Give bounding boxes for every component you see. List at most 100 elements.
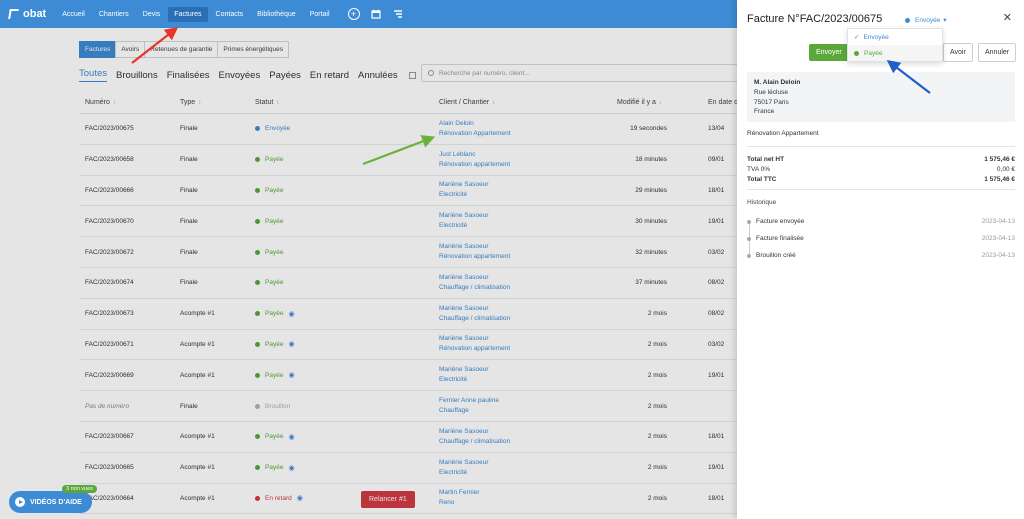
table-row[interactable]: FAC/2023/00672 Finale Payée Mariène Sasoeur… bbox=[79, 237, 739, 268]
search-input[interactable]: Recherche par numéro, client... bbox=[421, 64, 741, 82]
invoice-date: 19/01 bbox=[708, 217, 725, 225]
annuler-button[interactable]: Annuler bbox=[978, 43, 1017, 62]
status-dot bbox=[255, 280, 260, 286]
invoice-date: 19/01 bbox=[708, 371, 725, 379]
invoice-drawer: Facture N°FAC/2023/00675 Envoyée ▾ ✕ Env… bbox=[737, 0, 1024, 519]
client-link[interactable]: Mariène Sasoeur Chauffage / climatisation bbox=[439, 273, 511, 291]
nav-factures[interactable]: Factures bbox=[168, 6, 208, 22]
chevron-down-icon: ▾ bbox=[943, 17, 947, 24]
client-link[interactable]: Mariène Sasoeur Electricité bbox=[439, 458, 489, 476]
col-modifie[interactable]: Modifié il y a ↓ bbox=[617, 99, 662, 106]
client-link[interactable]: Mariène Sasoeur Rénovation appartement bbox=[439, 335, 511, 353]
status-filters: Toutes Brouillons Finalisées Envoyées Pa… bbox=[79, 68, 416, 82]
table-row[interactable]: Pas de numéro Finale Brouillon Fernier Anne… bbox=[79, 391, 739, 422]
filter-toutes[interactable]: Toutes bbox=[79, 68, 107, 82]
client-link[interactable]: Mariène Sasoeur Rénovation appartement bbox=[439, 243, 511, 261]
table-row[interactable]: FAC/2023/00665 Acompte #1 Payée ◉ Mariène Sa… bbox=[79, 453, 739, 484]
close-icon[interactable]: ✕ bbox=[1002, 12, 1012, 24]
table-row[interactable]: FAC/2023/00667 Acompte #1 Payée ◉ Mariène Sa… bbox=[79, 422, 739, 453]
client-link[interactable]: Mariène Sasoeur Chauffage / climatisation bbox=[439, 304, 511, 322]
subtab-factures[interactable]: Factures bbox=[79, 41, 117, 58]
filter-payees[interactable]: Payées bbox=[269, 69, 301, 81]
invoice-number: FAC/2023/00666 bbox=[85, 186, 134, 194]
status-dot bbox=[255, 311, 260, 317]
table-row[interactable]: FAC/2023/00658 Finale Payée Just Leblanc Rén… bbox=[79, 145, 739, 176]
avoir-button[interactable]: Avoir bbox=[943, 43, 973, 62]
nav-portail[interactable]: Portail bbox=[309, 10, 330, 18]
client-link[interactable]: Just Leblanc Rénovation appartement bbox=[439, 150, 511, 168]
eye-icon[interactable]: ◉ bbox=[288, 372, 295, 380]
obat-logo[interactable]: obat bbox=[8, 8, 46, 20]
eye-icon[interactable]: ◉ bbox=[288, 464, 295, 472]
invoice-number: FAC/2023/00673 bbox=[85, 310, 134, 318]
nav-devis[interactable]: Devis bbox=[142, 10, 161, 18]
client-link[interactable]: Alain Deloin Rénovation Appartement bbox=[439, 119, 511, 137]
filter-envoyees[interactable]: Envoyées bbox=[218, 69, 261, 81]
table-row[interactable]: FAC/2023/00664 Acompte #1 En retard ◉ Relanc… bbox=[79, 484, 739, 515]
table-row[interactable]: FAC/2023/00675 Finale Envoyée Alain Deloin R… bbox=[79, 114, 739, 145]
help-videos-button[interactable]: VIDÉOS D'AIDE bbox=[9, 491, 92, 513]
col-statut[interactable]: Statut ↕ bbox=[255, 99, 280, 106]
client-link[interactable]: Mariène Sasoeur Chauffage / climatisation bbox=[439, 427, 511, 445]
tasks-icon[interactable] bbox=[392, 8, 404, 20]
check-icon: ✓ bbox=[854, 34, 860, 41]
table-row[interactable]: FAC/2023/00666 Finale Payée Mariène Sasoeur… bbox=[79, 176, 739, 207]
logo-icon bbox=[8, 9, 19, 19]
client-address: M. Alain Deloin Rue lécluse 75017 Paris … bbox=[747, 72, 1015, 122]
filter-en-retard[interactable]: En retard bbox=[309, 69, 349, 81]
table-row[interactable]: FAC/2023/00673 Acompte #1 Payée ◉ Mariène Sa… bbox=[79, 299, 739, 330]
invoice-date: 13/04 bbox=[708, 125, 725, 133]
divider bbox=[747, 146, 1015, 147]
filter-finalisees[interactable]: Finalisées bbox=[166, 69, 210, 81]
status-dot bbox=[255, 126, 260, 132]
invoice-date: 08/02 bbox=[708, 310, 725, 318]
send-button[interactable]: Envoyer bbox=[809, 44, 849, 61]
filter-annulees[interactable]: Annulées bbox=[358, 69, 398, 81]
subtab-retenues[interactable]: Retenues de garantie bbox=[144, 41, 219, 58]
relancer-button[interactable]: Relancer #1 bbox=[361, 490, 415, 508]
client-link[interactable]: Fernier Anne pauline Chauffage bbox=[439, 397, 499, 415]
calendar-icon[interactable] bbox=[370, 8, 382, 20]
client-link[interactable]: Mariène Sasoeur Electricité bbox=[439, 181, 489, 199]
invoice-number: FAC/2023/00670 bbox=[85, 217, 134, 225]
modified-ago: 18 minutes bbox=[635, 156, 667, 164]
invoice-number: FAC/2023/00665 bbox=[85, 464, 134, 472]
table-row[interactable]: FAC/2023/00669 Acompte #1 Payée ◉ Mariène Sa… bbox=[79, 360, 739, 392]
subtab-primes[interactable]: Primes énergétiques bbox=[217, 41, 290, 58]
col-numero[interactable]: Numéro ↕ bbox=[85, 99, 116, 106]
nav-chantiers[interactable]: Chantiers bbox=[98, 10, 129, 18]
subtab-avoirs[interactable]: Avoirs bbox=[115, 41, 146, 58]
nav-accueil[interactable]: Accueil bbox=[62, 10, 85, 18]
history-item: Facture envoyée 2023-04-13 bbox=[747, 213, 1015, 230]
nav-bibliotheque[interactable]: Bibliothèque bbox=[257, 10, 296, 18]
invoice-date: 18/01 bbox=[708, 494, 725, 502]
history-list: Facture envoyée 2023-04-13 Facture finali… bbox=[747, 213, 1015, 264]
col-client[interactable]: Client / Chantier ↕ bbox=[439, 99, 496, 106]
status-option-payee[interactable]: Payée bbox=[848, 45, 942, 61]
status-dot bbox=[255, 372, 260, 378]
status-badge: Payée ◉ bbox=[255, 433, 295, 441]
col-type[interactable]: Type ↕ bbox=[180, 99, 202, 106]
invoice-subtabs: Factures Avoirs Retenues de garantie Pri… bbox=[79, 41, 290, 58]
client-link[interactable]: Martin Fernier Reno bbox=[439, 489, 480, 507]
eye-icon[interactable]: ◉ bbox=[288, 341, 295, 349]
invoice-type: Finale bbox=[180, 402, 198, 410]
grid-icon[interactable] bbox=[408, 71, 416, 79]
table-row[interactable]: FAC/2023/00674 Finale Payée Mariène Sasoeur… bbox=[79, 268, 739, 299]
eye-icon[interactable]: ◉ bbox=[288, 310, 295, 318]
table-row[interactable]: FAC/2023/00671 Acompte #1 Payée ◉ Mariène Sa… bbox=[79, 330, 739, 361]
eye-icon[interactable]: ◉ bbox=[288, 433, 295, 441]
status-selector[interactable]: Envoyée ▾ bbox=[905, 16, 947, 24]
table-row[interactable]: FAC/2023/00670 Finale Payée Mariène Sasoeur… bbox=[79, 206, 739, 238]
eye-icon[interactable]: ◉ bbox=[296, 495, 303, 503]
col-date[interactable]: En date d bbox=[708, 99, 738, 106]
client-link[interactable]: Mariène Sasoeur Electricité bbox=[439, 212, 489, 230]
nav-contacts[interactable]: Contacts bbox=[215, 10, 244, 18]
invoice-number: FAC/2023/00664 bbox=[85, 494, 134, 502]
invoice-type: Acompte #1 bbox=[180, 340, 215, 348]
status-option-envoyee[interactable]: ✓ Envoyée bbox=[854, 33, 889, 42]
filter-brouillons[interactable]: Brouillons bbox=[116, 69, 158, 81]
plus-circle-icon[interactable]: + bbox=[347, 8, 360, 20]
invoice-type: Finale bbox=[180, 279, 198, 287]
client-link[interactable]: Mariène Sasoeur Electricité bbox=[439, 366, 489, 384]
